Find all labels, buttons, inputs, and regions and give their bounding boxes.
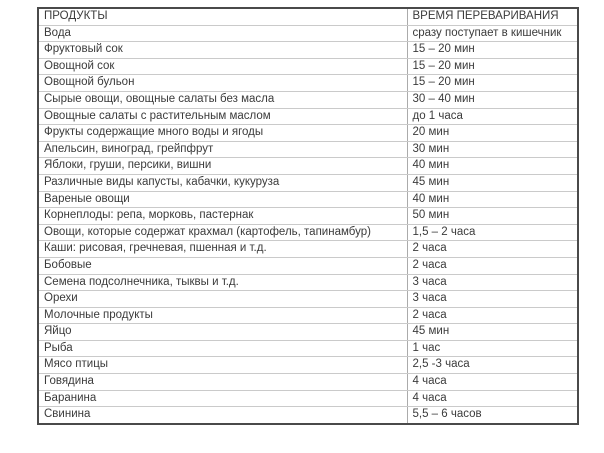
product-cell: Бобовые (38, 256, 407, 275)
time-cell: 40 мин (406, 157, 578, 175)
table-row: Говядина 4 часа (38, 373, 578, 391)
table-row: Молочные продукты 2 часа (38, 306, 578, 325)
time-cell: 2 часа (406, 240, 578, 258)
product-cell: Корнеплоды: репа, морковь, пастернак (38, 207, 407, 225)
time-cell: сразу поступает в кишечник (406, 24, 578, 43)
product-cell: Фруктовый сок (38, 41, 407, 59)
time-cell: 50 мин (406, 207, 578, 225)
table-row: Овощные салаты с растительным маслом до … (38, 107, 578, 126)
product-cell: Вода (38, 24, 407, 43)
time-cell: 45 мин (406, 173, 578, 192)
time-cell: 4 часа (406, 389, 578, 408)
product-cell: Овощные салаты с растительным маслом (38, 107, 407, 126)
product-cell: Различные виды капусты, кабачки, кукуруз… (38, 173, 407, 192)
table-row: Рыба 1 час (38, 339, 578, 358)
table-row: Фруктовый сок 15 – 20 мин (38, 41, 578, 59)
time-cell: 30 мин (406, 140, 578, 159)
time-cell: 20 мин (406, 124, 578, 142)
product-cell: Молочные продукты (38, 306, 407, 325)
table-row: Бобовые 2 часа (38, 256, 578, 275)
product-cell: Овощной сок (38, 57, 407, 76)
time-cell: 15 – 20 мин (406, 74, 578, 92)
table-row: Яйцо 45 мин (38, 323, 578, 341)
table-row: Яблоки, груши, персики, вишни 40 мин (38, 157, 578, 175)
table-row: Вода сразу поступает в кишечник (38, 24, 578, 43)
product-cell: Фрукты содержащие много воды и ягоды (38, 124, 407, 142)
table-row: Вареные овощи 40 мин (38, 190, 578, 209)
product-cell: Овощной бульон (38, 74, 407, 92)
product-cell: Говядина (38, 373, 407, 391)
table-row: Овощной сок 15 – 20 мин (38, 57, 578, 76)
table-row: Фрукты содержащие много воды и ягоды 20 … (38, 124, 578, 142)
time-cell: 40 мин (406, 190, 578, 209)
table-row: Корнеплоды: репа, морковь, пастернак 50 … (38, 207, 578, 225)
table-row: Мясо птицы 2,5 -3 часа (38, 356, 578, 375)
table-row: Свинина 5,5 – 6 часов (38, 406, 578, 425)
product-cell: Вареные овощи (38, 190, 407, 209)
table-row: Различные виды капусты, кабачки, кукуруз… (38, 173, 578, 192)
header-row: ПРОДУКТЫ ВРЕМЯ ПЕРЕВАРИВАНИЯ (38, 7, 578, 26)
time-cell: 45 мин (406, 323, 578, 341)
product-cell: Каши: рисовая, гречневая, пшенная и т.д. (38, 240, 407, 258)
product-cell: Орехи (38, 290, 407, 308)
time-cell: 2 часа (406, 256, 578, 275)
time-cell: 1 час (406, 339, 578, 358)
product-cell: Баранина (38, 389, 407, 408)
time-cell: 15 – 20 мин (406, 57, 578, 76)
time-cell: 2,5 -3 часа (406, 356, 578, 375)
column-header-products: ПРОДУКТЫ (38, 7, 407, 26)
time-cell: 4 часа (406, 373, 578, 391)
time-cell: 5,5 – 6 часов (406, 406, 578, 425)
table-row: Орехи 3 часа (38, 290, 578, 308)
time-cell: 15 – 20 мин (406, 41, 578, 59)
time-cell: 3 часа (406, 273, 578, 292)
product-cell: Овощи, которые содержат крахмал (картофе… (38, 223, 407, 242)
table-row: Сырые овощи, овощные салаты без масла 30… (38, 90, 578, 109)
product-cell: Мясо птицы (38, 356, 407, 375)
table-row: Баранина 4 часа (38, 389, 578, 408)
table-row: Овощной бульон 15 – 20 мин (38, 74, 578, 92)
time-cell: 2 часа (406, 306, 578, 325)
product-cell: Яблоки, груши, персики, вишни (38, 157, 407, 175)
product-cell: Рыба (38, 339, 407, 358)
table-row: Апельсин, виноград, грейпфрут 30 мин (38, 140, 578, 159)
product-cell: Сырые овощи, овощные салаты без масла (38, 90, 407, 109)
column-header-digestion-time: ВРЕМЯ ПЕРЕВАРИВАНИЯ (406, 7, 578, 26)
product-cell: Семена подсолнечника, тыквы и т.д. (38, 273, 407, 292)
table-row: Каши: рисовая, гречневая, пшенная и т.д.… (38, 240, 578, 258)
time-cell: 30 – 40 мин (406, 90, 578, 109)
table-row: Семена подсолнечника, тыквы и т.д. 3 час… (38, 273, 578, 292)
table-row: Овощи, которые содержат крахмал (картофе… (38, 223, 578, 242)
product-cell: Свинина (38, 406, 407, 425)
time-cell: 3 часа (406, 290, 578, 308)
product-cell: Яйцо (38, 323, 407, 341)
product-cell: Апельсин, виноград, грейпфрут (38, 140, 407, 159)
time-cell: до 1 часа (406, 107, 578, 126)
digestion-time-table: ПРОДУКТЫ ВРЕМЯ ПЕРЕВАРИВАНИЯ Вода сразу … (37, 7, 579, 425)
time-cell: 1,5 – 2 часа (406, 223, 578, 242)
